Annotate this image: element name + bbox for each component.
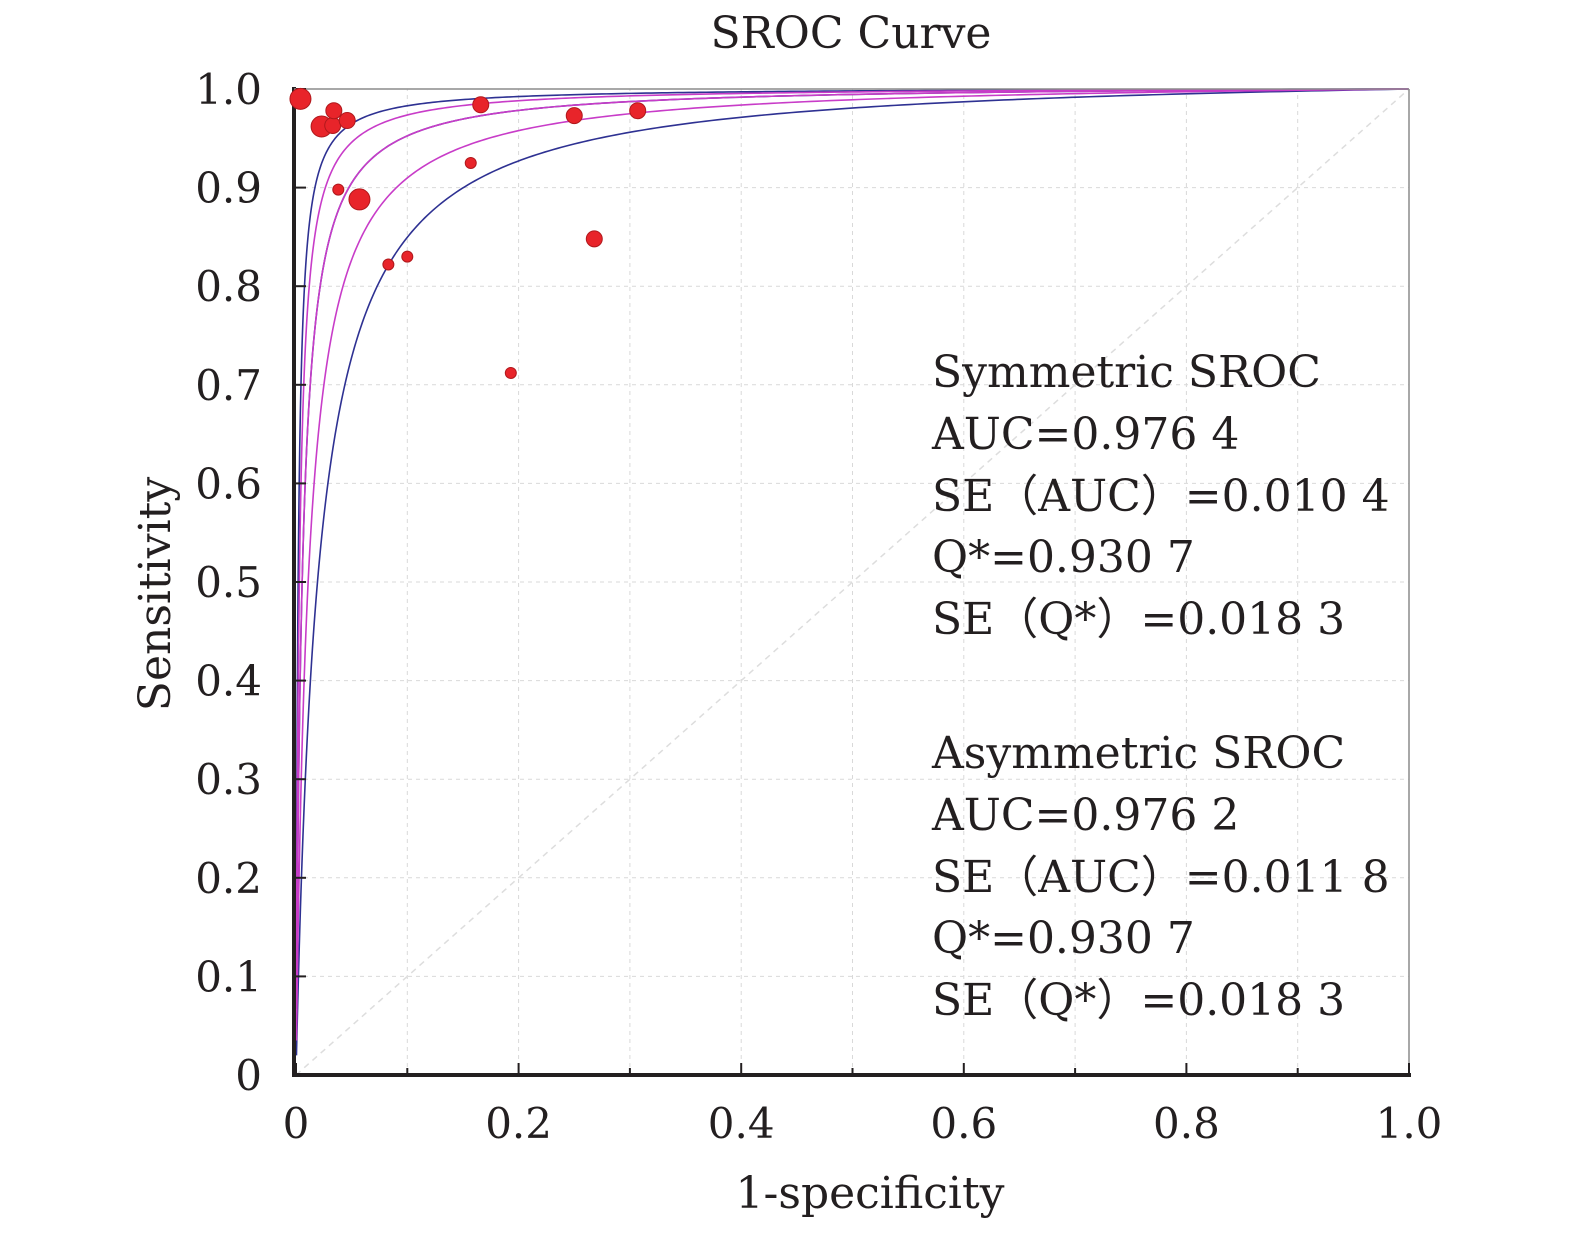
study-point xyxy=(382,258,395,271)
asymmetric-ci-upper-curve xyxy=(295,88,1409,960)
study-point xyxy=(504,366,517,379)
x-tick-label: 0.4 xyxy=(708,1099,775,1148)
tick-layer: 0 0.2 0.4 0.6 0.8 1.0 0 0.1 0.2 0.3 0.4 0.5 0.6 0.7 0.… xyxy=(195,65,1442,1148)
asymmetric-stats: Asymmetric SROC AUC=0.976 2 SE（AUC）=0.01… xyxy=(931,728,1390,1026)
x-axis-title: 1-specificity xyxy=(736,1168,1005,1219)
chart-title: SROC Curve xyxy=(711,8,992,59)
asymmetric-heading: Asymmetric SROC xyxy=(931,728,1345,779)
y-tick-label: 0.9 xyxy=(195,164,262,213)
symmetric-ci-lower-curve xyxy=(295,88,1409,1056)
study-point xyxy=(565,107,583,125)
asymmetric-se-q-star: SE（Q*）=0.018 3 xyxy=(932,975,1345,1026)
diagonal-reference-line xyxy=(295,88,1410,1076)
study-point xyxy=(585,230,603,248)
study-point xyxy=(289,87,312,110)
y-axis-title: Sensitivity xyxy=(130,477,181,712)
study-point xyxy=(332,183,345,196)
study-point xyxy=(401,250,414,263)
symmetric-auc: AUC=0.976 4 xyxy=(931,409,1239,460)
symmetric-se-q-star: SE（Q*）=0.018 3 xyxy=(932,594,1345,645)
symmetric-q-star: Q*=0.930 7 xyxy=(932,532,1195,583)
study-point xyxy=(348,188,371,211)
asymmetric-se-auc: SE（AUC）=0.011 8 xyxy=(932,852,1390,903)
y-tick-label: 0.7 xyxy=(195,361,262,410)
study-point xyxy=(324,116,342,134)
grid-layer xyxy=(296,89,1409,1075)
y-tick-label: 0.2 xyxy=(195,854,262,903)
y-tick-label: 0.8 xyxy=(195,262,262,311)
x-tick-label: 1.0 xyxy=(1376,1099,1443,1148)
y-tick-label: 1.0 xyxy=(195,65,262,114)
asymmetric-q-star: Q*=0.930 7 xyxy=(932,913,1195,964)
y-tick-label: 0 xyxy=(235,1051,262,1100)
symmetric-se-auc: SE（AUC）=0.010 4 xyxy=(932,471,1390,522)
x-tick-label: 0.2 xyxy=(485,1099,552,1148)
x-tick-label: 0.6 xyxy=(930,1099,997,1148)
study-point xyxy=(325,102,343,120)
asymmetric-sroc-curve xyxy=(295,88,1409,1009)
study-point xyxy=(464,156,477,169)
y-tick-label: 0.6 xyxy=(195,459,262,508)
curve-layer xyxy=(295,88,1409,1056)
y-tick-label: 0.5 xyxy=(195,558,262,607)
asymmetric-ci-lower-curve xyxy=(295,88,1409,1041)
symmetric-stats: Symmetric SROC AUC=0.976 4 SE（AUC）=0.010… xyxy=(931,347,1390,645)
y-tick-label: 0.4 xyxy=(195,657,262,706)
x-tick-label: 0.8 xyxy=(1153,1099,1220,1148)
point-layer xyxy=(289,87,647,379)
x-tick-label: 0 xyxy=(283,1099,310,1148)
study-point xyxy=(629,102,647,120)
study-point xyxy=(472,96,490,114)
symmetric-heading: Symmetric SROC xyxy=(932,347,1321,398)
y-tick-label: 0.1 xyxy=(195,952,262,1001)
y-tick-label: 0.3 xyxy=(195,755,262,804)
asymmetric-auc: AUC=0.976 2 xyxy=(931,790,1239,841)
study-point xyxy=(338,112,356,130)
